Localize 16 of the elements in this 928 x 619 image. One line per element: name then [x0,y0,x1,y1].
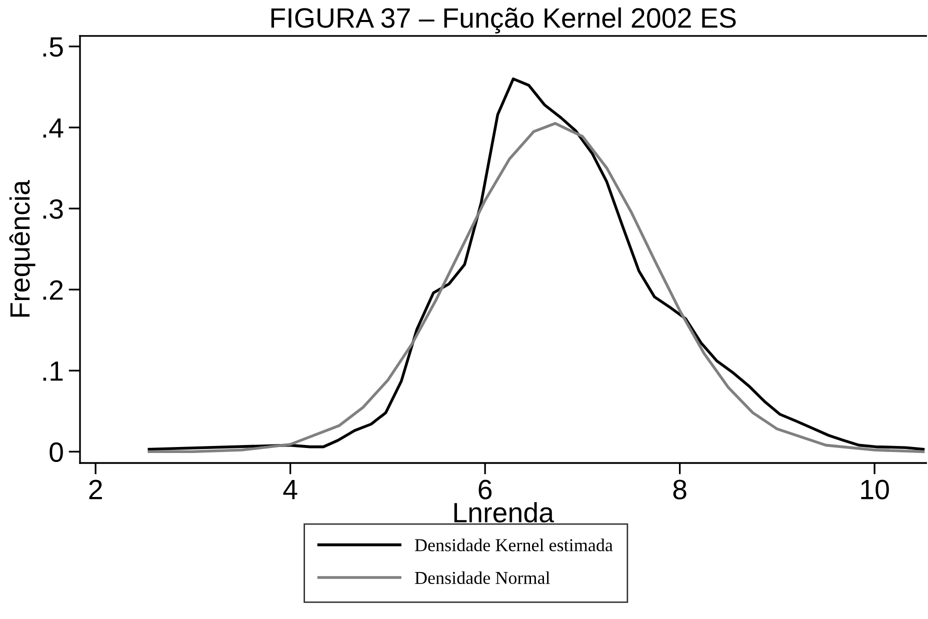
legend-label: Densidade Kernel estimada [414,538,613,552]
x-tick-label: 4 [283,480,298,500]
x-axis-title: Lnrenda [454,502,554,523]
y-axis-title: Frequência [9,180,36,317]
x-tick-label: 8 [673,480,686,500]
x-tick-label: 6 [478,480,492,500]
x-tick-label: 10 [861,480,889,500]
y-tick-label: .4 [43,118,64,138]
y-tick-label: .3 [43,199,63,219]
chart-title: FIGURA 37 – Função Kernel 2002 ES [271,7,736,34]
x-tick-label: 2 [89,480,102,500]
legend-label: Densidade Normal [414,571,550,584]
y-tick-label: 0 [50,442,63,462]
y-tick-label: .5 [43,37,63,57]
y-tick-label: .2 [43,280,63,300]
y-tick-label: .1 [43,362,63,381]
